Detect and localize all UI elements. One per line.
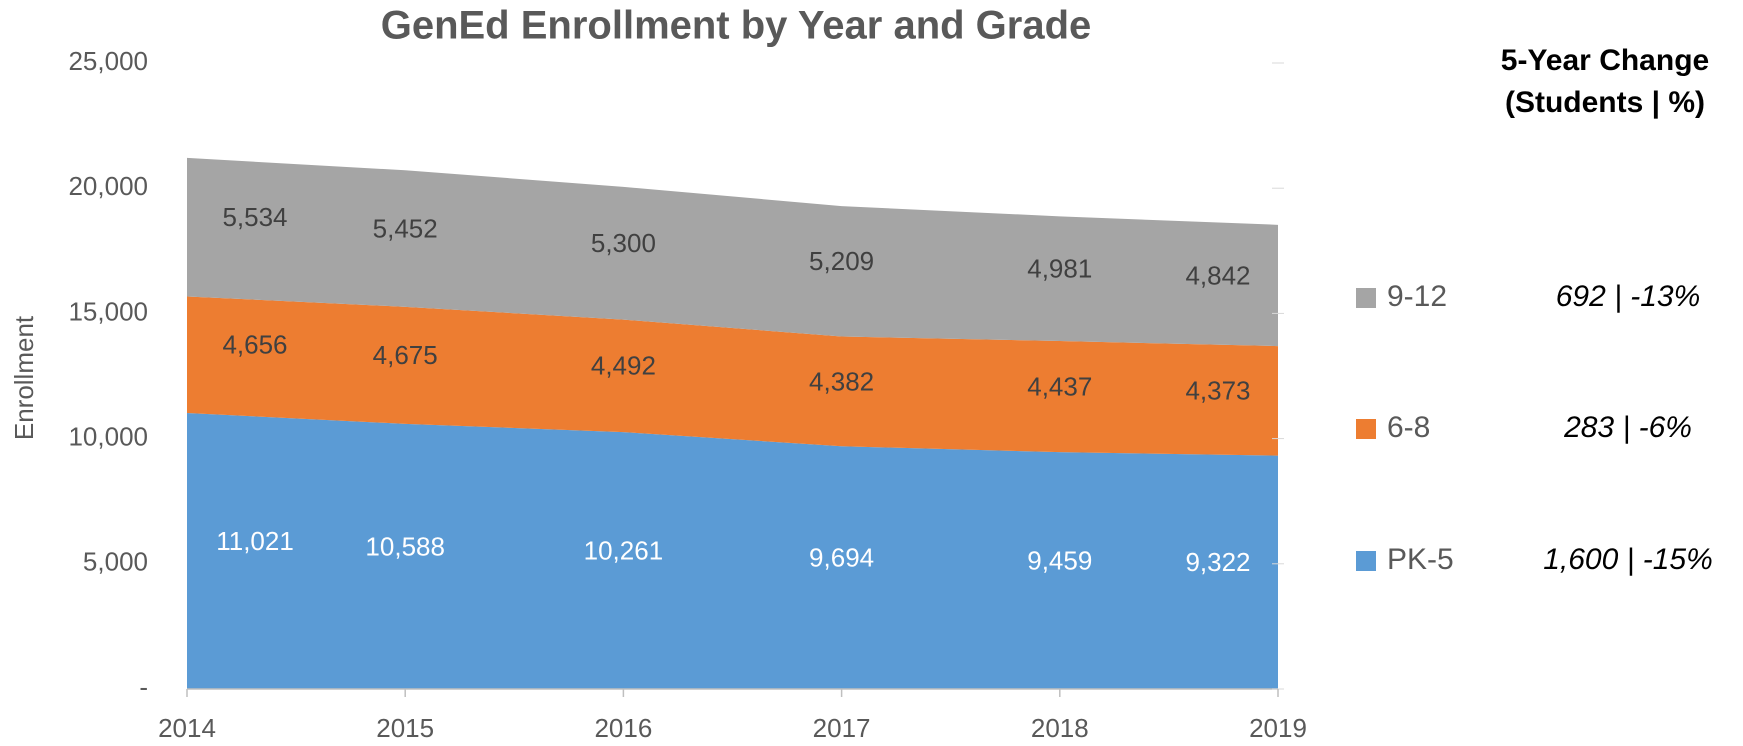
legend-label: PK-5 (1387, 543, 1454, 576)
legend-change: 692 | -13% (1556, 280, 1701, 313)
x-tick-label: 2016 (594, 713, 652, 743)
data-label: 9,694 (809, 543, 874, 573)
data-label: 5,452 (373, 213, 438, 243)
data-label: 4,842 (1185, 260, 1250, 290)
x-tick-label: 2015 (376, 713, 434, 743)
y-axis-label: Enrollment (9, 315, 39, 440)
data-label: 4,382 (809, 366, 874, 396)
y-tick-label: 10,000 (68, 421, 148, 451)
data-label: 4,373 (1185, 376, 1250, 406)
data-label: 11,021 (216, 526, 294, 556)
x-tick-label: 2014 (158, 713, 216, 743)
data-label: 9,322 (1185, 547, 1250, 577)
legend-swatch (1356, 419, 1376, 439)
area (187, 413, 1278, 689)
x-tick-label: 2017 (813, 713, 871, 743)
area (187, 157, 1278, 347)
data-label: 5,534 (222, 202, 287, 232)
area (187, 296, 1278, 456)
data-label: 4,492 (591, 351, 656, 381)
legend-swatch (1356, 551, 1376, 571)
legend-title: 5-Year Change (1501, 44, 1709, 77)
data-label: 5,300 (591, 228, 656, 258)
legend-label: 6-8 (1387, 411, 1430, 444)
data-label: 10,588 (365, 531, 445, 561)
data-label: 10,261 (584, 535, 664, 565)
data-label: 4,437 (1027, 371, 1092, 401)
x-tick-label: 2019 (1249, 713, 1307, 743)
legend-change: 283 | -6% (1563, 411, 1692, 444)
y-tick-label: 5,000 (83, 547, 148, 577)
y-tick-label: 25,000 (68, 46, 148, 76)
legend-subtitle: (Students | %) (1505, 86, 1705, 119)
data-label: 9,459 (1027, 545, 1092, 575)
legend-swatch (1356, 288, 1376, 308)
y-tick-label: - (139, 672, 148, 702)
data-label: 4,981 (1027, 254, 1092, 284)
y-tick-label: 15,000 (68, 296, 148, 326)
data-label: 4,656 (222, 330, 287, 360)
legend-label: 9-12 (1387, 280, 1447, 313)
data-label: 5,209 (809, 246, 874, 276)
chart-title: GenEd Enrollment by Year and Grade (381, 4, 1092, 48)
y-tick-label: 20,000 (68, 171, 148, 201)
data-label: 4,675 (373, 340, 438, 370)
legend-change: 1,600 | -15% (1543, 543, 1713, 576)
x-tick-label: 2018 (1031, 713, 1089, 743)
